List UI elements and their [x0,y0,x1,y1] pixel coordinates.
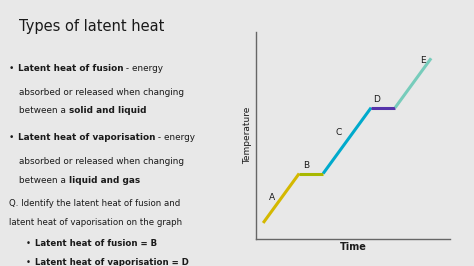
Text: E: E [420,56,426,65]
Text: absorbed or released when changing: absorbed or released when changing [19,88,184,97]
Text: Types of latent heat: Types of latent heat [19,19,164,34]
Text: •: • [9,133,18,142]
Text: Latent heat of vaporisation: Latent heat of vaporisation [18,133,155,142]
X-axis label: Time: Time [340,242,366,252]
Text: latent heat of vaporisation on the graph: latent heat of vaporisation on the graph [9,218,182,227]
Text: •: • [26,258,34,266]
Y-axis label: Temperature: Temperature [243,107,252,164]
Text: - energy: - energy [155,133,195,142]
Text: •: • [9,64,18,73]
Text: Latent heat of vaporisation = D: Latent heat of vaporisation = D [35,258,189,266]
Text: C: C [335,128,341,137]
Text: Q. Identify the latent heat of fusion and: Q. Identify the latent heat of fusion an… [9,200,181,209]
Text: between a: between a [19,176,69,185]
Text: Latent heat of fusion = B: Latent heat of fusion = B [35,239,157,248]
Text: Latent heat of fusion: Latent heat of fusion [18,64,123,73]
Text: D: D [374,95,381,104]
Text: solid and liquid: solid and liquid [69,106,146,115]
Text: between a: between a [19,106,69,115]
Text: absorbed or released when changing: absorbed or released when changing [19,157,184,166]
Text: •: • [26,239,34,248]
Text: B: B [303,161,309,170]
Text: - energy: - energy [123,64,164,73]
Text: liquid and gas: liquid and gas [69,176,140,185]
Text: A: A [269,193,275,202]
